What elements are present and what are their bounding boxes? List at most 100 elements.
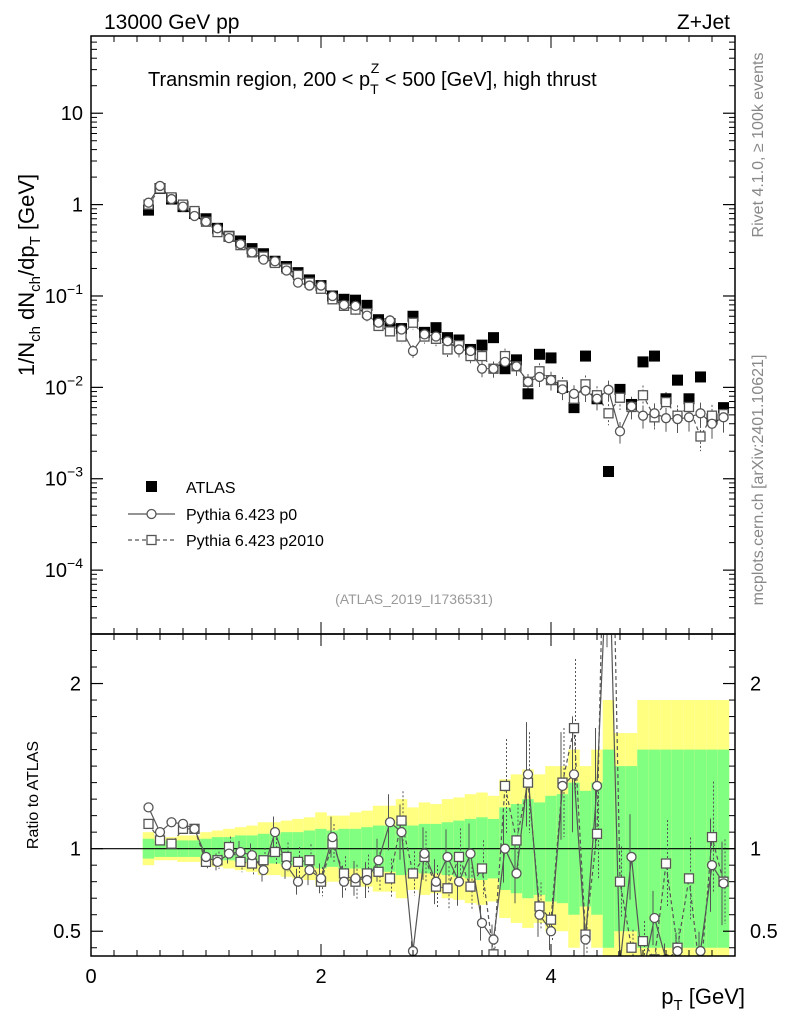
main-atlas-point [350, 294, 361, 306]
ratio-p2010-point [465, 881, 476, 892]
tick-exponent: −4 [67, 555, 83, 571]
ylabel-part-c: /dp [14, 245, 39, 276]
legend-atlas-marker [146, 481, 157, 492]
main-p0-point [396, 324, 407, 335]
main-atlas-point [476, 339, 488, 351]
ratio-p0-point [327, 831, 338, 843]
main-p0-point [580, 385, 591, 396]
ratio-p2010-point [511, 835, 522, 846]
main-p0-point [373, 317, 384, 328]
ratio-p2010-point [292, 856, 304, 868]
ratio-p0-point [545, 926, 557, 937]
ratio-p0-point [338, 876, 350, 887]
ratio-p0-point [442, 851, 453, 863]
ratio-p0-point [430, 876, 442, 887]
ratio-p0-point [695, 945, 706, 956]
main-atlas-point [672, 374, 683, 386]
main-atlas-point [683, 393, 695, 405]
main-p0-point [442, 336, 453, 347]
main-p0-point [706, 418, 718, 429]
main-p2010-point [683, 401, 695, 413]
legend-item-pythia-p0: Pythia 6.423 p0 [128, 507, 297, 524]
ratio-x-tick-label: 0 [85, 966, 96, 988]
legend: ATLAS Pythia 6.423 p0 Pythia 6.423 p2010 [128, 480, 324, 550]
xlabel-part-b: [GeV] [683, 984, 745, 1009]
ratio-p2010-point [706, 831, 718, 843]
main-atlas-point [695, 371, 706, 383]
ratio-p2010-point [166, 838, 177, 849]
main-p0-point [430, 331, 442, 342]
rivet-version-label: Rivet 4.1.0, ≥ 100k events [750, 53, 767, 238]
ratio-p0-point [568, 769, 580, 780]
xlabel-part-a-sub: T [673, 997, 682, 1014]
ratio-p0-point [350, 873, 361, 884]
ratio-p2010-point [568, 722, 580, 734]
ratio-y-tick-label-right: 0.5 [750, 921, 778, 943]
tick-base: 10 [45, 286, 67, 308]
main-p0-point [315, 280, 327, 291]
ratio-p2010-point [626, 942, 637, 953]
ratio-p2010-point [258, 855, 269, 866]
main-p0-point [281, 265, 292, 276]
main-p0-point [292, 277, 304, 288]
ratio-p0-point [718, 878, 729, 889]
main-atlas-point [522, 388, 534, 400]
ratio-p2010-point [269, 846, 281, 858]
ratio-x-axis-label: pT [GeV] [661, 984, 745, 1014]
main-p0-point [672, 413, 683, 425]
main-y-tick-label: 10 [61, 103, 83, 125]
ratio-p0-point [373, 855, 384, 866]
ratio-p0-point [384, 817, 396, 828]
ratio-p0-point [223, 848, 235, 859]
main-p0-point [223, 232, 235, 244]
ratio-p0-point [281, 860, 292, 871]
ratio-p0-point [626, 851, 637, 863]
ratio-p2010-point [476, 863, 488, 874]
main-p2010-point [637, 390, 649, 401]
ratio-p0-point [396, 827, 407, 838]
ratio-x-tick-label: 2 [315, 966, 326, 988]
main-title-post: < 500 [GeV], high thrust [379, 69, 597, 91]
ratio-p2010-point [407, 868, 419, 879]
ratio-p0-point [235, 846, 246, 858]
main-p0-point [407, 345, 419, 357]
main-p0-point [534, 371, 545, 383]
ratio-p0-point [143, 802, 154, 813]
main-atlas-point [511, 354, 522, 366]
main-atlas-point [637, 356, 649, 368]
main-title: Transmin region, 200 < pTZ < 500 [GeV], … [148, 60, 597, 97]
main-p0-point [511, 361, 522, 372]
main-p2010-point [660, 396, 672, 408]
main-p0-point [258, 254, 269, 265]
ylabel-part-b-sub: ch [27, 276, 44, 292]
tick-exponent: −3 [67, 464, 83, 480]
main-p0-point [246, 247, 258, 258]
main-atlas-point [338, 293, 350, 305]
ratio-p2010-point [660, 858, 672, 869]
main-p0-point [350, 300, 361, 311]
main-y-tick-label: 10−3 [45, 464, 83, 491]
tick-base: 10 [45, 377, 67, 399]
main-atlas-point [614, 383, 626, 395]
main-p0-point [465, 345, 476, 357]
ratio-p0-point [580, 934, 591, 945]
main-p0-point [695, 408, 706, 419]
main-atlas-point [568, 402, 580, 414]
main-y-tick-label: 10−2 [45, 372, 83, 399]
ylabel-part-d: [GeV] [14, 174, 39, 236]
ratio-p0-point [200, 851, 212, 863]
main-p0-point [338, 299, 350, 310]
main-p0-point [626, 401, 637, 412]
main-p0-point [568, 388, 580, 399]
main-p0-point [212, 223, 223, 234]
tick-base: 10 [45, 469, 67, 491]
ratio-p0-point [189, 823, 200, 835]
main-p0-point [476, 363, 488, 374]
main-p0-point [603, 384, 614, 395]
main-p0-point [154, 180, 166, 192]
ratio-p2010-point [637, 935, 649, 947]
main-p0-point [235, 238, 246, 250]
main-p0-point [384, 315, 396, 326]
main-atlas-point [499, 363, 511, 375]
